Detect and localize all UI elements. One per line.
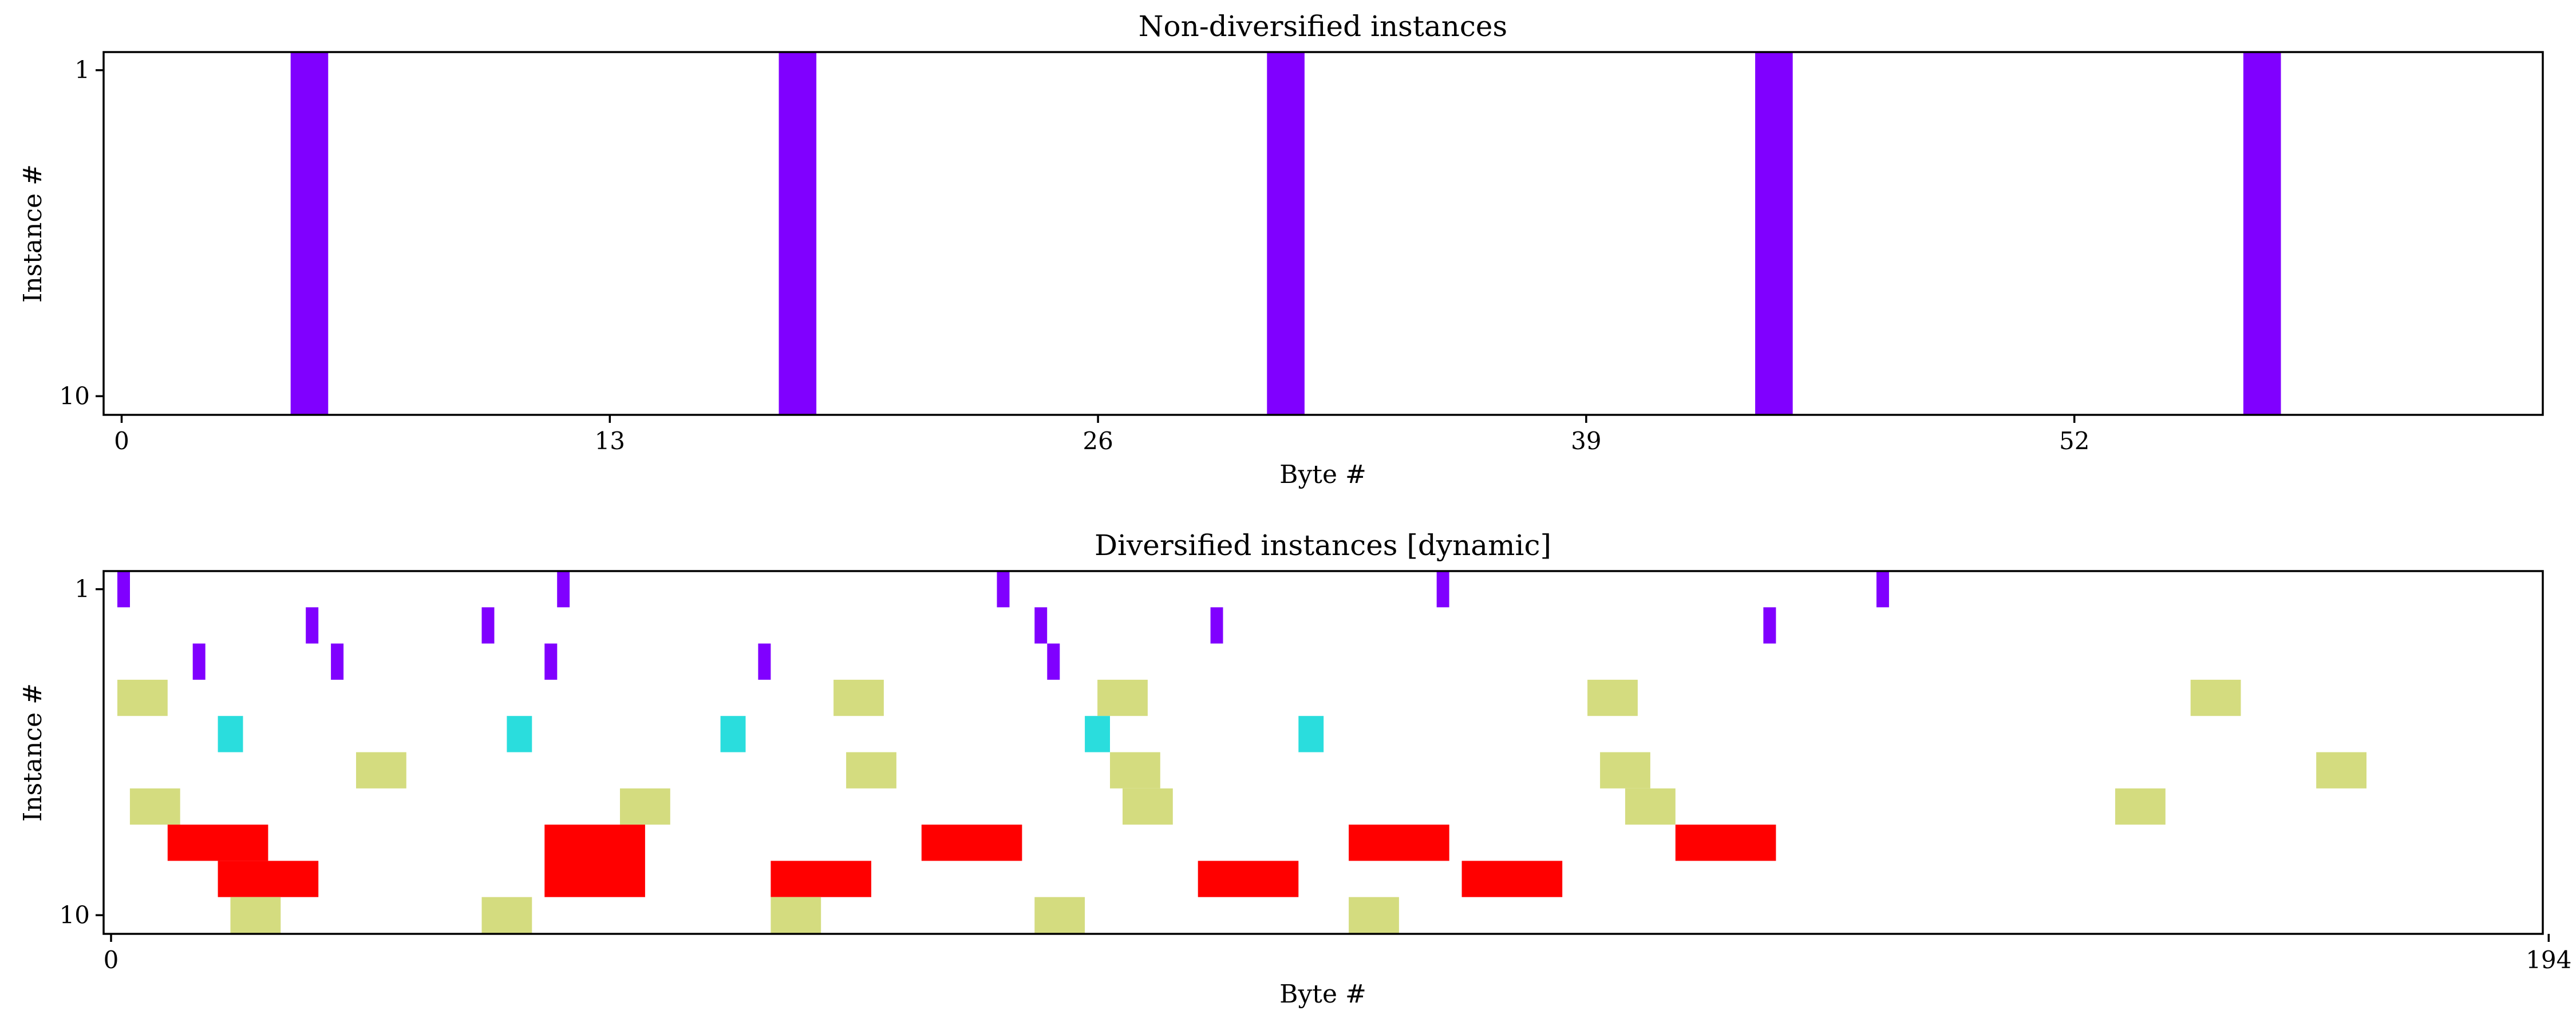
heatmap-block: [1047, 643, 1060, 680]
heatmap-block: [1876, 571, 1889, 608]
heatmap-block: [1600, 752, 1650, 789]
heatmap-block: [230, 897, 281, 933]
heatmap-block: [620, 788, 670, 825]
heatmap-block: [1461, 861, 1563, 897]
heatmap-block: [1349, 825, 1449, 861]
x-tick-label: 13: [595, 427, 625, 455]
heatmap-block: [1763, 607, 1776, 644]
heatmap-block: [1587, 679, 1638, 716]
y-tick-label: 1: [74, 56, 90, 84]
heatmap-block: [481, 897, 532, 933]
chart-title: Non-diversified instances: [1139, 10, 1507, 43]
heatmap-block: [544, 643, 558, 680]
heatmap-block: [2243, 52, 2281, 414]
heatmap-block: [1085, 716, 1110, 752]
y-tick-label: 10: [60, 901, 90, 929]
x-tick-label: 194: [2526, 946, 2571, 974]
heatmap-block: [1110, 752, 1160, 789]
heatmap-block: [1755, 52, 1793, 414]
heatmap-block: [1210, 607, 1223, 644]
heatmap-block: [771, 897, 821, 933]
heatmap-block: [720, 716, 746, 752]
heatmap-block: [117, 571, 130, 608]
x-tick-label: 39: [1571, 427, 1601, 455]
heatmap-block: [1034, 897, 1085, 933]
heatmap-block: [507, 716, 532, 752]
axis-ticks: 0 13 26 39 52 1 10: [60, 56, 2090, 455]
heatmap-block: [1267, 52, 1305, 414]
x-tick-label: 26: [1082, 427, 1113, 455]
heatmap-block: [758, 643, 771, 680]
heatmap-block: [290, 52, 329, 414]
heatmap-blocks: [117, 571, 2366, 933]
heatmap-block: [167, 825, 268, 861]
heatmap-block: [481, 607, 495, 644]
plot-frame: [102, 51, 2544, 416]
heatmap-block: [192, 643, 206, 680]
heatmap-block: [1123, 788, 1173, 825]
heatmap-block: [779, 52, 817, 414]
heatmap-block: [771, 861, 871, 897]
chart-title: Diversified instances [dynamic]: [1095, 529, 1551, 562]
heatmap-block: [2190, 679, 2241, 716]
heatmap-block: [1097, 679, 1148, 716]
x-tick-label: 52: [2059, 427, 2089, 455]
heatmap-block: [557, 571, 570, 608]
heatmap-blocks: [290, 52, 2281, 414]
y-tick-label: 1: [74, 575, 90, 603]
heatmap-block: [356, 752, 406, 789]
heatmap-block: [117, 679, 168, 716]
heatmap-block: [2316, 752, 2366, 789]
heatmap-block: [997, 571, 1010, 608]
heatmap-block: [306, 607, 319, 644]
y-axis-label: Instance #: [18, 683, 48, 822]
x-tick-label: 0: [104, 946, 119, 974]
axis-ticks: 0 194 1 10: [60, 575, 2572, 974]
plot-frame: [102, 570, 2544, 935]
panel-diversified-dynamic: Diversified instances [dynamic] Byte # I…: [18, 529, 2571, 1009]
heatmap-block: [544, 825, 645, 897]
heatmap-block: [1198, 861, 1299, 897]
panel-non-diversified: Non-diversified instances Byte # Instanc…: [18, 10, 2544, 489]
heatmap-block: [1349, 897, 1399, 933]
heatmap-block: [1436, 571, 1449, 608]
heatmap-block: [331, 643, 344, 680]
heatmap-block: [129, 788, 180, 825]
heatmap-block: [921, 825, 1022, 861]
heatmap-block: [1625, 788, 1676, 825]
heatmap-block: [2115, 788, 2166, 825]
heatmap-block: [833, 679, 884, 716]
heatmap-block: [218, 716, 243, 752]
heatmap-block: [1298, 716, 1324, 752]
x-axis-label: Byte #: [1279, 980, 1366, 1009]
y-axis-label: Instance #: [18, 164, 48, 303]
heatmap-block: [846, 752, 896, 789]
heatmap-block: [1034, 607, 1048, 644]
x-axis-label: Byte #: [1279, 460, 1366, 489]
heatmap-block: [218, 861, 319, 897]
y-tick-label: 10: [60, 382, 90, 410]
heatmap-block: [1675, 825, 1776, 861]
x-tick-label: 0: [114, 427, 129, 455]
